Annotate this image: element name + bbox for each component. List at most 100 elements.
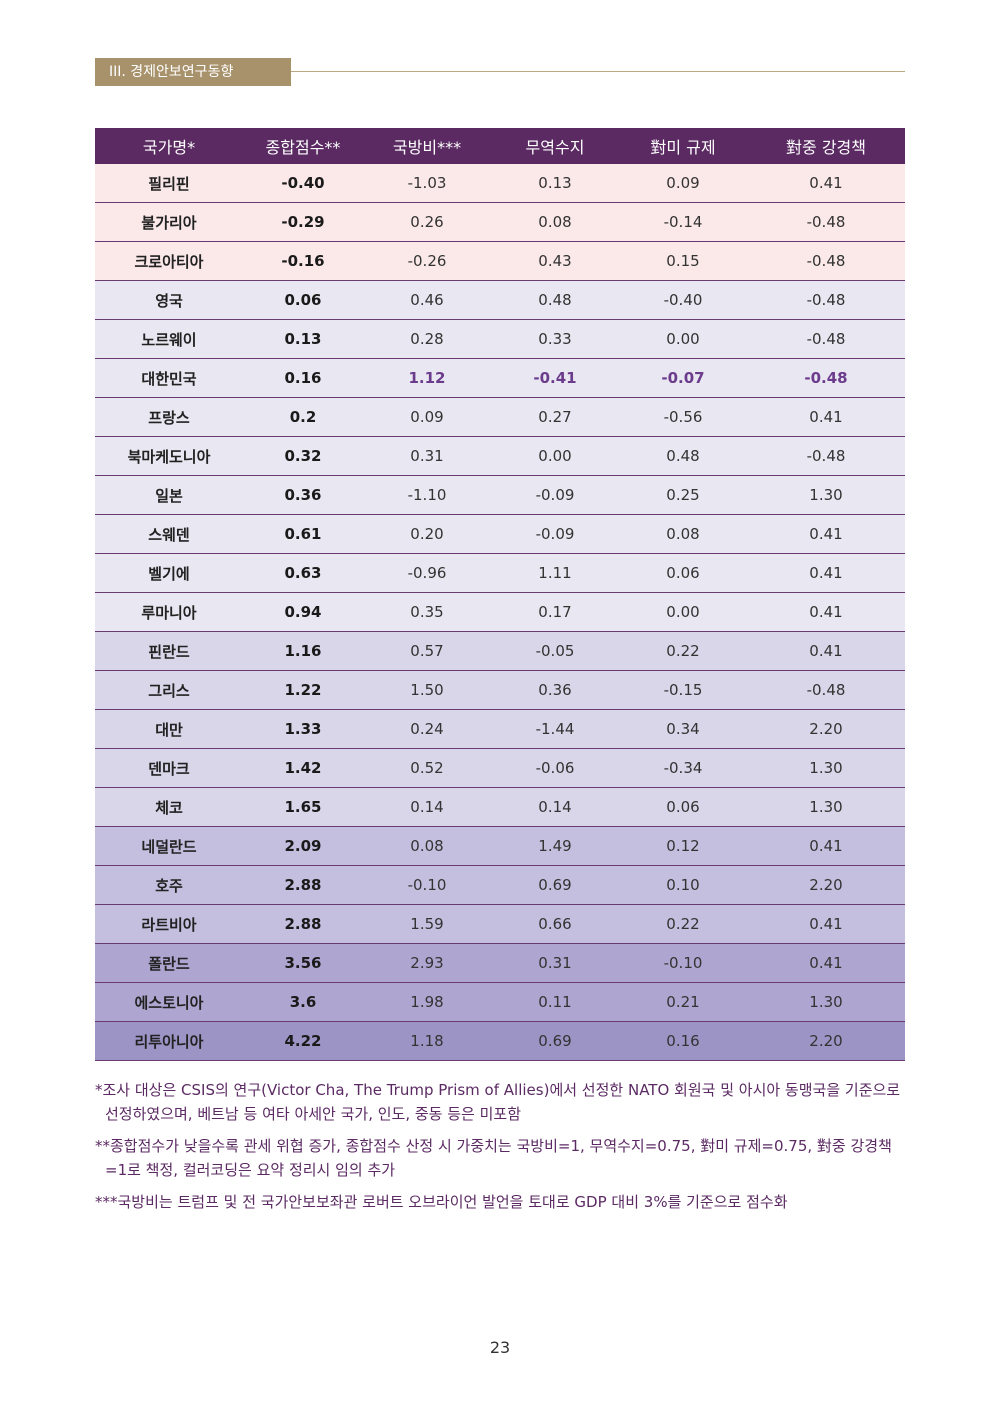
- total-score-cell: 2.88: [243, 865, 363, 905]
- defense-cell: 0.20: [363, 514, 491, 554]
- total-score-cell: 1.65: [243, 787, 363, 827]
- country-cell: 노르웨이: [95, 319, 243, 359]
- footnote-2: **종합점수가 낮을수록 관세 위협 증가, 종합점수 산정 시 가중치는 국방…: [95, 1137, 892, 1179]
- defense-cell: 0.09: [363, 397, 491, 437]
- country-cell: 일본: [95, 475, 243, 515]
- us-regulation-cell: 0.12: [619, 826, 747, 866]
- trade-balance-cell: 0.33: [491, 319, 619, 359]
- table-row: 체코 1.65 0.14 0.14 0.06 1.30: [95, 787, 905, 827]
- defense-cell: 0.24: [363, 709, 491, 749]
- defense-cell: 1.59: [363, 904, 491, 944]
- country-cell: 라트비아: [95, 904, 243, 944]
- trade-balance-cell: -1.44: [491, 709, 619, 749]
- table-row: 불가리아 -0.29 0.26 0.08 -0.14 -0.48: [95, 202, 905, 242]
- country-cell: 에스토니아: [95, 982, 243, 1022]
- us-regulation-cell: 0.06: [619, 787, 747, 827]
- defense-cell: -1.03: [363, 164, 491, 203]
- table-row: 호주 2.88 -0.10 0.69 0.10 2.20: [95, 865, 905, 905]
- table-header-row: 국가명* 종합점수** 국방비*** 무역수지 對미 규제 對중 강경책: [95, 128, 905, 164]
- trade-balance-cell: 0.00: [491, 436, 619, 476]
- total-score-cell: 0.16: [243, 358, 363, 398]
- total-score-cell: 0.13: [243, 319, 363, 359]
- china-policy-cell: 0.41: [747, 943, 905, 983]
- country-cell: 불가리아: [95, 202, 243, 242]
- trade-balance-cell: 0.69: [491, 1021, 619, 1061]
- total-score-cell: 4.22: [243, 1021, 363, 1061]
- total-score-cell: 3.6: [243, 982, 363, 1022]
- country-cell: 크로아티아: [95, 241, 243, 281]
- defense-cell: 0.14: [363, 787, 491, 827]
- china-policy-cell: -0.48: [747, 202, 905, 242]
- footnote-1: *조사 대상은 CSIS의 연구(Victor Cha, The Trump P…: [95, 1081, 901, 1123]
- table-row: 리투아니아 4.22 1.18 0.69 0.16 2.20: [95, 1021, 905, 1061]
- trade-balance-cell: 0.11: [491, 982, 619, 1022]
- us-regulation-cell: 0.34: [619, 709, 747, 749]
- country-cell: 북마케도니아: [95, 436, 243, 476]
- section-header: III. 경제안보연구동향: [95, 58, 905, 86]
- us-regulation-cell: 0.06: [619, 553, 747, 593]
- china-policy-cell: -0.48: [747, 670, 905, 710]
- header-china-policy: 對중 강경책: [747, 128, 905, 164]
- country-cell: 루마니아: [95, 592, 243, 632]
- trade-balance-cell: -0.41: [491, 358, 619, 398]
- trade-balance-cell: 1.11: [491, 553, 619, 593]
- trade-balance-cell: 0.48: [491, 280, 619, 320]
- china-policy-cell: 1.30: [747, 982, 905, 1022]
- us-regulation-cell: -0.56: [619, 397, 747, 437]
- us-regulation-cell: -0.14: [619, 202, 747, 242]
- table-row: 필리핀 -0.40 -1.03 0.13 0.09 0.41: [95, 164, 905, 203]
- country-cell: 벨기에: [95, 553, 243, 593]
- table-row: 그리스 1.22 1.50 0.36 -0.15 -0.48: [95, 670, 905, 710]
- country-cell: 그리스: [95, 670, 243, 710]
- defense-cell: -0.26: [363, 241, 491, 281]
- defense-cell: 1.12: [363, 358, 491, 398]
- china-policy-cell: 0.41: [747, 826, 905, 866]
- table-row: 루마니아 0.94 0.35 0.17 0.00 0.41: [95, 592, 905, 632]
- section-title: III. 경제안보연구동향: [95, 58, 291, 86]
- total-score-cell: 0.06: [243, 280, 363, 320]
- country-cell: 대만: [95, 709, 243, 749]
- china-policy-cell: -0.48: [747, 319, 905, 359]
- trade-balance-cell: 0.14: [491, 787, 619, 827]
- trade-balance-cell: -0.09: [491, 475, 619, 515]
- us-regulation-cell: 0.00: [619, 319, 747, 359]
- china-policy-cell: 2.20: [747, 709, 905, 749]
- defense-cell: 1.50: [363, 670, 491, 710]
- trade-balance-cell: 0.43: [491, 241, 619, 281]
- table-row: 대만 1.33 0.24 -1.44 0.34 2.20: [95, 709, 905, 749]
- defense-cell: 0.28: [363, 319, 491, 359]
- footnote-3: ***국방비는 트럼프 및 전 국가안보보좌관 로버트 오브라이언 발언을 토대…: [95, 1193, 788, 1211]
- us-regulation-cell: 0.22: [619, 631, 747, 671]
- china-policy-cell: 0.41: [747, 164, 905, 203]
- table-row: 네덜란드 2.09 0.08 1.49 0.12 0.41: [95, 826, 905, 866]
- table-row: 폴란드 3.56 2.93 0.31 -0.10 0.41: [95, 943, 905, 983]
- trade-balance-cell: -0.09: [491, 514, 619, 554]
- country-cell: 프랑스: [95, 397, 243, 437]
- country-cell: 체코: [95, 787, 243, 827]
- table-row: 스웨덴 0.61 0.20 -0.09 0.08 0.41: [95, 514, 905, 554]
- defense-cell: 2.93: [363, 943, 491, 983]
- total-score-cell: 0.36: [243, 475, 363, 515]
- country-cell: 리투아니아: [95, 1021, 243, 1061]
- china-policy-cell: 1.30: [747, 475, 905, 515]
- trade-balance-cell: 0.13: [491, 164, 619, 203]
- table-row: 영국 0.06 0.46 0.48 -0.40 -0.48: [95, 280, 905, 320]
- table-row: 프랑스 0.2 0.09 0.27 -0.56 0.41: [95, 397, 905, 437]
- us-regulation-cell: 0.22: [619, 904, 747, 944]
- china-policy-cell: 2.20: [747, 865, 905, 905]
- country-cell: 호주: [95, 865, 243, 905]
- country-cell: 스웨덴: [95, 514, 243, 554]
- china-policy-cell: -0.48: [747, 436, 905, 476]
- total-score-cell: 2.88: [243, 904, 363, 944]
- us-regulation-cell: -0.34: [619, 748, 747, 788]
- country-cell: 핀란드: [95, 631, 243, 671]
- score-table: 국가명* 종합점수** 국방비*** 무역수지 對미 규제 對중 강경책 필리핀…: [95, 128, 905, 1061]
- table-row: 라트비아 2.88 1.59 0.66 0.22 0.41: [95, 904, 905, 944]
- china-policy-cell: 2.20: [747, 1021, 905, 1061]
- china-policy-cell: 0.41: [747, 904, 905, 944]
- defense-cell: 0.31: [363, 436, 491, 476]
- total-score-cell: -0.40: [243, 164, 363, 203]
- country-cell: 폴란드: [95, 943, 243, 983]
- us-regulation-cell: 0.00: [619, 592, 747, 632]
- country-cell: 필리핀: [95, 164, 243, 203]
